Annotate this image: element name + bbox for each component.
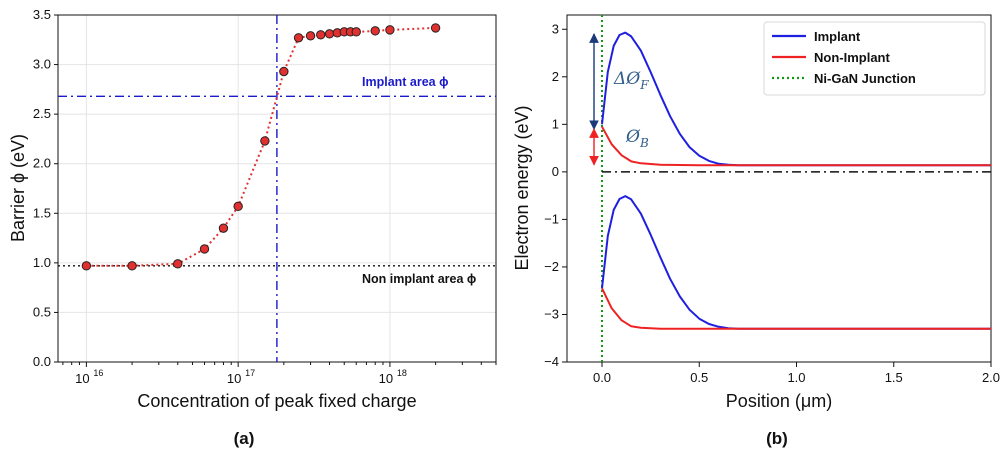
y-tick-label: −1 (544, 211, 559, 226)
data-point (430, 23, 441, 33)
panel-label-a: (a) (234, 429, 255, 448)
x-tick-exponent: 18 (397, 368, 407, 378)
x-tick-label: 2.0 (982, 370, 1000, 385)
panel-b: ΔØF ØB 0.0 0.5 1.0 1.5 2.0 −4 −3 −2 −1 0 1 2 3 Implan… (512, 14, 1000, 448)
legend: Implant Non-Implant Ni-GaN Junction (763, 21, 986, 96)
data-point (385, 25, 395, 35)
y-tick-label: 3.0 (33, 57, 51, 72)
y-tick-label: 3 (552, 21, 559, 36)
non-implant-curve (601, 287, 991, 330)
delta-phi-f-label: ΔØF (613, 69, 649, 92)
y-tick-label: 0.5 (33, 304, 51, 319)
implant-area-label: Implant area ϕ (362, 75, 448, 89)
legend-label: Ni-GaN Junction (814, 71, 916, 86)
y-tick-label: 0 (552, 164, 559, 179)
y-tick-label: 2 (552, 69, 559, 84)
data-point (305, 31, 316, 41)
data-point (233, 201, 243, 212)
y-tick-label: −3 (544, 306, 559, 321)
data-point (218, 223, 229, 233)
data-point (199, 244, 210, 254)
non-implant-curve (601, 126, 991, 167)
ticks-a: 0.0 0.5 1.0 1.5 2.0 2.5 3.0 3.5 10 16 10 17 10 18 (33, 7, 497, 386)
panel-label-b: (b) (766, 429, 788, 448)
y-tick-label: 3.5 (33, 7, 51, 22)
x-tick-exponent: 17 (245, 368, 255, 378)
x-tick-label: 1.0 (787, 370, 805, 385)
data-point (324, 29, 335, 39)
data-points-a (81, 23, 441, 271)
y-tick-label: 2.0 (33, 156, 51, 171)
x-tick-label: 10 (75, 371, 89, 386)
data-point (293, 33, 304, 43)
x-tick-label: 10 (379, 371, 393, 386)
y-tick-label: 1 (552, 116, 559, 131)
x-tick-exponent: 16 (93, 368, 103, 378)
phi-b-label: ØB (625, 127, 649, 150)
legend-label: Implant (814, 29, 861, 44)
reference-lines-a (58, 15, 496, 362)
ticks-b: 0.0 0.5 1.0 1.5 2.0 −4 −3 −2 −1 0 1 2 3 (544, 21, 1000, 385)
y-axis-label-a: Barrier ϕ (eV) (8, 134, 28, 242)
y-tick-label: −2 (544, 259, 559, 274)
panel-a: 0.0 0.5 1.0 1.5 2.0 2.5 3.0 3.5 10 16 10 17 10 18 Imp… (8, 7, 497, 448)
data-point (260, 136, 270, 146)
non-implant-area-label: Non implant area ϕ (362, 272, 476, 286)
x-tick-label: 1.5 (885, 370, 903, 385)
dotted-fit-line (86, 26, 436, 267)
reference-lines-b (601, 15, 991, 362)
x-tick-label: 0.0 (593, 370, 611, 385)
data-point (279, 66, 289, 77)
x-axis-label-b: Position (μm) (726, 391, 832, 411)
energy-curves (601, 31, 991, 330)
data-point (316, 30, 326, 40)
y-tick-label: 1.5 (33, 205, 51, 220)
y-tick-label: 2.5 (33, 106, 51, 121)
legend-box (763, 21, 986, 96)
data-point (370, 26, 380, 36)
y-axis-label-b: Electron energy (eV) (512, 105, 532, 270)
data-point (127, 261, 137, 271)
x-tick-label: 10 (227, 371, 241, 386)
x-axis-label-a: Concentration of peak fixed charge (137, 391, 416, 411)
data-point (351, 27, 361, 37)
legend-label: Non-Implant (814, 50, 890, 65)
implant-curve (601, 195, 991, 330)
phi-b-subscript: B (639, 136, 649, 150)
delta-phi-f-subscript: F (639, 78, 649, 92)
y-tick-label: 0.0 (33, 354, 51, 369)
y-tick-label: 1.0 (33, 255, 51, 270)
data-point (81, 261, 92, 271)
data-point (173, 259, 183, 269)
y-tick-label: −4 (544, 354, 559, 369)
x-tick-label: 0.5 (690, 370, 708, 385)
plot-frame-b (566, 14, 992, 363)
